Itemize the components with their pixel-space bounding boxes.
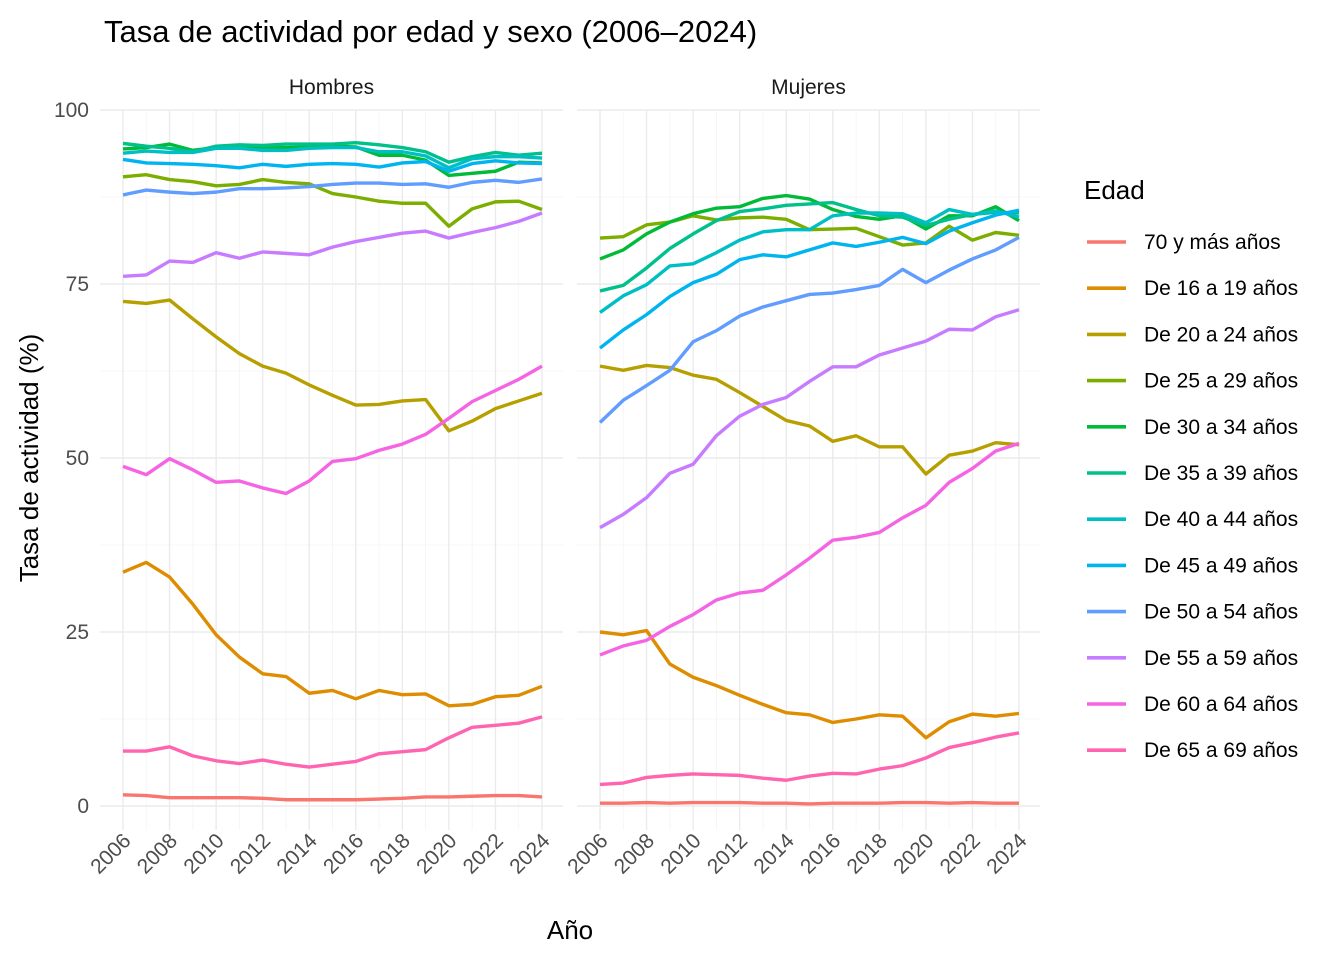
y-tick-label: 75 bbox=[66, 273, 89, 296]
panel-hombres: Hombres 20062008201020122014201620182020… bbox=[86, 76, 563, 879]
series-line-mujeres-70-y-mas-anos bbox=[600, 800, 1019, 806]
series-line-mujeres-de-55-a-59-anos bbox=[599, 308, 1020, 530]
x-tick-label: 2024 bbox=[982, 829, 1032, 879]
legend-item-de-45-a-49-anos: De 45 a 49 años bbox=[1087, 554, 1298, 577]
legend-label: De 35 a 39 años bbox=[1144, 462, 1298, 485]
strip-label-mujeres: Mujeres bbox=[771, 76, 846, 99]
legend-label: 70 y más años bbox=[1144, 231, 1281, 254]
x-tick-label: 2020 bbox=[412, 829, 461, 878]
series-line-hombres-de-55-a-59-anos bbox=[122, 211, 543, 279]
series-line-hombres-de-50-a-54-anos bbox=[122, 177, 543, 197]
x-tick-label: 2016 bbox=[319, 829, 368, 878]
y-tick-labels: 0 25 50 75 100 bbox=[54, 99, 89, 818]
series-line-mujeres-de-50-a-54-anos bbox=[598, 235, 1020, 424]
legend-item-de-20-a-24-anos: De 20 a 24 años bbox=[1087, 323, 1298, 346]
legend-label: De 16 a 19 años bbox=[1144, 277, 1298, 300]
strip-label-hombres: Hombres bbox=[289, 76, 374, 99]
x-tick-label: 2012 bbox=[226, 829, 275, 878]
series-line-hombres-70-y-mas-anos bbox=[122, 793, 543, 802]
series-line-mujeres-de-16-a-19-anos bbox=[599, 628, 1020, 740]
x-tick-label: 2008 bbox=[133, 829, 182, 878]
legend-label: De 20 a 24 años bbox=[1144, 323, 1298, 346]
legend-label: De 65 a 69 años bbox=[1144, 739, 1298, 762]
series-lines-mujeres bbox=[598, 193, 1020, 806]
series-lines-hombres bbox=[122, 141, 543, 802]
x-tick-label: 2016 bbox=[796, 829, 845, 878]
chart-title: Tasa de actividad por edad y sexo (2006–… bbox=[104, 14, 757, 49]
series-line-hombres-de-20-a-24-anos bbox=[122, 298, 543, 433]
series-line-mujeres-de-45-a-49-anos bbox=[598, 208, 1020, 350]
x-tick-label: 2006 bbox=[86, 829, 135, 878]
x-tick-label: 2022 bbox=[936, 829, 985, 878]
x-tick-label: 2022 bbox=[459, 829, 508, 878]
panel-mujeres: Mujeres 20062008201020122014201620182020… bbox=[563, 76, 1040, 879]
gridlines-hombres bbox=[100, 109, 563, 830]
series-line-hombres-de-25-a-29-anos bbox=[122, 173, 543, 228]
y-tick-label: 50 bbox=[66, 447, 89, 470]
series-line-mujeres-de-20-a-24-anos bbox=[599, 363, 1020, 476]
legend-label: De 45 a 49 años bbox=[1144, 554, 1298, 577]
x-tick-label: 2018 bbox=[366, 829, 415, 878]
legend-item-de-55-a-59-anos: De 55 a 59 años bbox=[1087, 647, 1298, 670]
y-tick-label: 100 bbox=[54, 99, 89, 122]
legend: Edad 70 y más años De 16 a 19 años De 20 a… bbox=[1084, 175, 1298, 762]
legend-item-de-60-a-64-anos: De 60 a 64 años bbox=[1087, 693, 1298, 716]
series-line-mujeres-de-65-a-69-anos bbox=[599, 731, 1020, 787]
legend-item-de-65-a-69-anos: De 65 a 69 años bbox=[1087, 739, 1298, 762]
legend-item-de-16-a-19-anos: De 16 a 19 años bbox=[1087, 277, 1298, 300]
x-tick-label: 2024 bbox=[505, 829, 555, 879]
legend-label: De 55 a 59 años bbox=[1144, 647, 1298, 670]
series-line-hombres-de-45-a-49-anos bbox=[122, 157, 543, 173]
x-tick-label: 2018 bbox=[843, 829, 892, 878]
legend-label: De 40 a 44 años bbox=[1144, 508, 1298, 531]
x-tick-label: 2020 bbox=[889, 829, 938, 878]
legend-item-70-y-mas-anos: 70 y más años bbox=[1087, 231, 1281, 254]
x-tick-label: 2014 bbox=[272, 829, 322, 879]
legend-item-de-50-a-54-anos: De 50 a 54 años bbox=[1087, 601, 1298, 624]
legend-label: De 60 a 64 años bbox=[1144, 693, 1298, 716]
x-tick-label: 2010 bbox=[179, 829, 228, 878]
legend-title: Edad bbox=[1084, 175, 1145, 205]
legend-item-de-40-a-44-anos: De 40 a 44 años bbox=[1087, 508, 1298, 531]
legend-items: 70 y más años De 16 a 19 años De 20 a 24 a… bbox=[1087, 231, 1298, 762]
series-line-hombres-de-60-a-64-anos bbox=[122, 364, 543, 496]
y-axis-title: Tasa de actividad (%) bbox=[14, 334, 44, 583]
x-tick-label: 2010 bbox=[656, 829, 705, 878]
series-line-mujeres-de-30-a-34-anos bbox=[599, 193, 1020, 261]
legend-label: De 30 a 34 años bbox=[1144, 416, 1298, 439]
legend-item-de-35-a-39-anos: De 35 a 39 años bbox=[1087, 462, 1298, 485]
series-line-mujeres-de-35-a-39-anos bbox=[599, 200, 1020, 293]
series-line-mujeres-de-40-a-44-anos bbox=[599, 207, 1020, 314]
x-tick-label: 2008 bbox=[610, 829, 659, 878]
legend-item-de-30-a-34-anos: De 30 a 34 años bbox=[1087, 416, 1298, 439]
legend-label: De 25 a 29 años bbox=[1144, 370, 1298, 393]
series-line-mujeres-de-60-a-64-anos bbox=[599, 441, 1020, 657]
y-tick-label: 25 bbox=[66, 621, 89, 644]
series-line-hombres-de-16-a-19-anos bbox=[122, 560, 543, 708]
series-line-hombres-de-65-a-69-anos bbox=[123, 715, 543, 769]
legend-label: De 50 a 54 años bbox=[1144, 601, 1298, 624]
x-tick-label: 2014 bbox=[749, 829, 799, 879]
y-tick-label: 0 bbox=[77, 795, 89, 818]
x-tick-label: 2006 bbox=[563, 829, 612, 878]
legend-item-de-25-a-29-anos: De 25 a 29 años bbox=[1087, 370, 1298, 393]
x-tick-label: 2012 bbox=[703, 829, 752, 878]
series-line-hombres-de-40-a-44-anos bbox=[122, 145, 543, 170]
x-axis-title: Año bbox=[547, 915, 593, 945]
